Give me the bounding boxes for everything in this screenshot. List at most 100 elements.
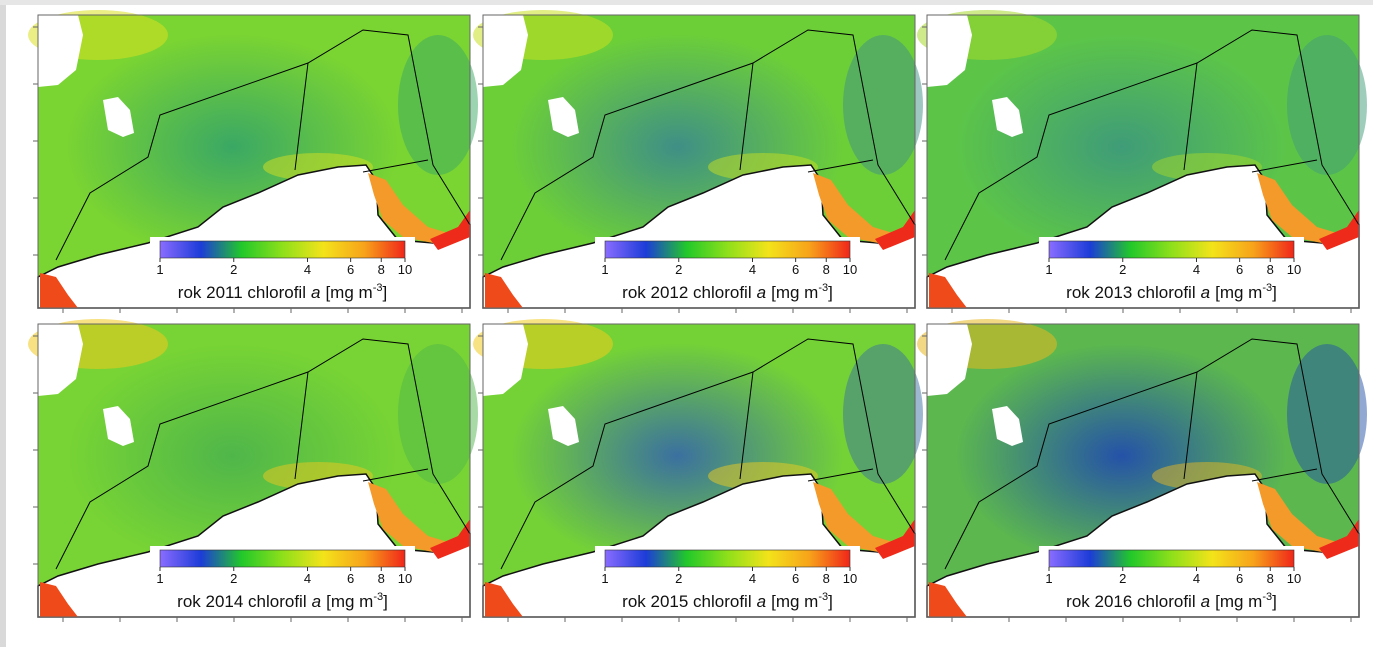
border	[0, 0, 1373, 5]
land	[927, 15, 972, 87]
colorbar-tick-label: 2	[1119, 262, 1126, 277]
colorbar-tick-label: 1	[1045, 571, 1052, 586]
colorbar-tick-label: 2	[675, 262, 682, 277]
water-patch	[398, 344, 478, 484]
caption: rok 2011 chlorofil a [mg m-3]	[178, 282, 387, 302]
caption: rok 2015 chlorofil a [mg m-3]	[622, 591, 833, 611]
colorbar	[159, 549, 406, 568]
caption-unit: [mg m	[1215, 283, 1262, 302]
colorbar-tick-label: 8	[1267, 571, 1274, 586]
colorbar	[159, 240, 406, 259]
colorbar-tick-label: 8	[823, 571, 830, 586]
caption-exponent: -3	[373, 282, 383, 294]
border	[0, 0, 6, 647]
caption-unit: [mg m	[771, 283, 818, 302]
caption-text: rok 2016 chlorofil	[1066, 592, 1195, 611]
map-panel: 1 2 4 6 8 10 rok 2011 chlorofil a [mg m-3]	[28, 10, 478, 313]
water-patch	[843, 35, 923, 175]
island	[103, 97, 134, 137]
colorbar-tick-label: 1	[601, 571, 608, 586]
caption-close: ]	[382, 283, 387, 302]
bay	[40, 273, 78, 308]
caption-italic: a	[1201, 283, 1210, 302]
island	[103, 406, 134, 446]
colorbar-tick-label: 10	[398, 571, 412, 586]
land	[38, 15, 83, 87]
colorbar-tick-label: 8	[378, 571, 385, 586]
caption: rok 2014 chlorofil a [mg m-3]	[177, 591, 388, 611]
caption-close: ]	[1272, 283, 1277, 302]
bay	[485, 273, 523, 308]
caption-text: rok 2014 chlorofil	[177, 592, 306, 611]
colorbar-tick-label: 2	[675, 571, 682, 586]
caption-text: rok 2013 chlorofil	[1066, 283, 1195, 302]
colorbar-tick-label: 10	[843, 262, 857, 277]
colorbar-tick-label: 6	[792, 262, 799, 277]
colorbar-tick-label: 2	[1119, 571, 1126, 586]
colorbar-tick-label: 6	[347, 571, 354, 586]
land	[483, 324, 528, 396]
colorbar-tick-label: 10	[1287, 571, 1301, 586]
colorbar-tick-label: 1	[156, 262, 163, 277]
caption-unit: [mg m	[771, 592, 818, 611]
colorbar-tick-label: 2	[230, 571, 237, 586]
map-panel: 1 2 4 6 8 10 rok 2016 chlorofil a [mg m-3]	[917, 319, 1367, 622]
colorbar-tick-label: 10	[843, 571, 857, 586]
river-mouth	[1319, 519, 1359, 559]
frame	[482, 323, 916, 618]
boundary	[294, 371, 309, 480]
caption-exponent: -3	[1262, 282, 1272, 294]
colorbar-tick-label: 4	[304, 571, 311, 586]
river-mouth	[875, 519, 915, 559]
caption-text: rok 2012 chlorofil	[622, 283, 751, 302]
boundary	[739, 62, 754, 171]
caption-exponent: -3	[818, 591, 828, 603]
colorbar-tick-label: 1	[156, 571, 163, 586]
colorbar-tick-label: 6	[792, 571, 799, 586]
caption-italic: a	[312, 592, 321, 611]
river-mouth	[875, 210, 915, 250]
bay	[40, 582, 78, 617]
water-patch	[843, 344, 923, 484]
colorbar-tick-label: 4	[304, 262, 311, 277]
caption-unit: [mg m	[325, 283, 372, 302]
caption-italic: a	[1201, 592, 1210, 611]
land	[38, 324, 83, 396]
caption-close: ]	[828, 592, 833, 611]
lagoon	[1257, 173, 1337, 243]
island	[548, 406, 579, 446]
river-mouth	[1319, 210, 1359, 250]
frame	[926, 323, 1360, 618]
colorbar-tick-label: 6	[1236, 262, 1243, 277]
caption-close: ]	[383, 592, 388, 611]
lagoon	[368, 482, 448, 552]
colorbar-tick-label: 6	[1236, 571, 1243, 586]
caption-italic: a	[311, 283, 320, 302]
caption-exponent: -3	[373, 591, 383, 603]
map-panel: 1 2 4 6 8 10 rok 2015 chlorofil a [mg m-3]	[473, 319, 923, 622]
caption-text: rok 2015 chlorofil	[622, 592, 751, 611]
caption-close: ]	[828, 283, 833, 302]
colorbar-tick-label: 4	[749, 571, 756, 586]
colorbar-tick-label: 8	[378, 262, 385, 277]
caption-unit: [mg m	[1215, 592, 1262, 611]
water-patch	[1287, 344, 1367, 484]
map-panel: 1 2 4 6 8 10 rok 2012 chlorofil a [mg m-3]	[473, 10, 923, 313]
boundary	[294, 62, 309, 171]
caption-exponent: -3	[818, 282, 828, 294]
colorbar-tick-label: 4	[749, 262, 756, 277]
boundary	[1183, 62, 1198, 171]
caption-unit: [mg m	[326, 592, 373, 611]
boundary	[1251, 468, 1318, 482]
lagoon	[1257, 482, 1337, 552]
boundary	[362, 159, 429, 173]
colorbar	[604, 549, 851, 568]
colorbar	[604, 240, 851, 259]
boundary	[1251, 159, 1318, 173]
lagoon	[813, 173, 893, 243]
island	[992, 97, 1023, 137]
caption: rok 2012 chlorofil a [mg m-3]	[622, 282, 833, 302]
land	[483, 15, 528, 87]
